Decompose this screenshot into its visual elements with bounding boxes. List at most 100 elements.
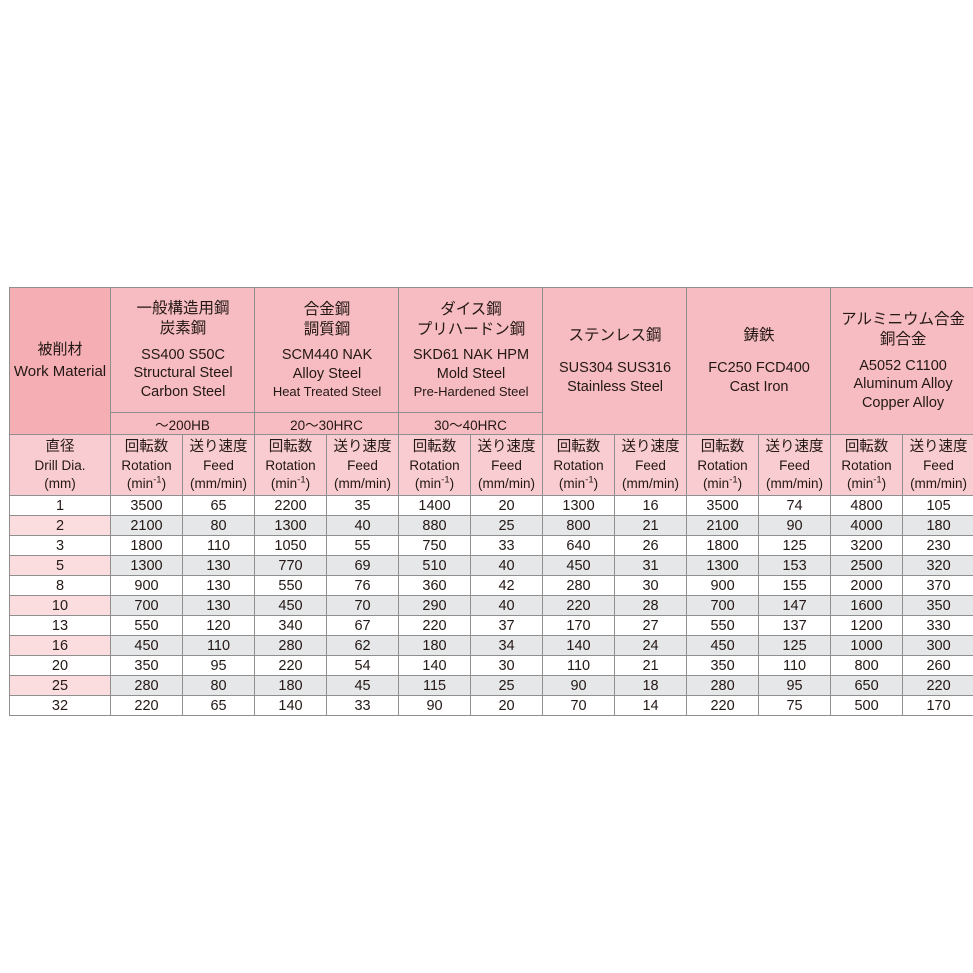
cell-rotation-structural: 900 (110, 575, 183, 596)
cell-rotation-structural: 2100 (110, 515, 183, 536)
rotation-unit: (min-1) (846, 474, 887, 491)
cell-rotation-cast-iron: 700 (686, 595, 760, 616)
cell-rotation-alloy: 550 (254, 575, 328, 596)
rotation-header-structural: 回転数 Rotation (min-1) (110, 434, 183, 496)
cell-drill-dia: 10 (9, 595, 111, 616)
group-en-line-3: Carbon Steel (140, 383, 226, 400)
rotation-label-jp: 回転数 (700, 438, 745, 455)
feed-header-cast-iron: 送り速度 Feed (mm/min) (758, 434, 832, 496)
cell-feed-aluminum: 180 (902, 515, 973, 536)
cell-rotation-alloy: 1050 (254, 535, 328, 556)
cell-feed-alloy: 67 (326, 615, 400, 636)
feed-label-jp: 送り速度 (765, 438, 824, 455)
cell-feed-structural: 95 (181, 655, 256, 676)
cell-feed-mold: 20 (470, 495, 544, 516)
cell-feed-mold: 33 (470, 535, 544, 556)
cell-drill-dia: 25 (9, 675, 111, 696)
group-jp-line-1: 鋳鉄 (743, 326, 775, 344)
cell-feed-structural: 110 (181, 535, 256, 556)
cell-feed-aluminum: 300 (902, 635, 973, 656)
cell-feed-structural: 130 (181, 575, 256, 596)
cell-feed-stainless: 27 (614, 615, 688, 636)
rotation-header-alloy: 回転数 Rotation (min-1) (254, 434, 328, 496)
group-header-alloy-steel: 合金鋼 調質鋼 SCM440 NAK Alloy Steel Heat Trea… (254, 287, 400, 413)
cell-feed-alloy: 55 (326, 535, 400, 556)
cell-feed-mold: 40 (470, 555, 544, 576)
cell-rotation-cast-iron: 1300 (686, 555, 760, 576)
cell-rotation-cast-iron: 3500 (686, 495, 760, 516)
cell-feed-mold: 25 (470, 515, 544, 536)
cell-feed-aluminum: 370 (902, 575, 973, 596)
cell-feed-structural: 130 (181, 595, 256, 616)
cell-feed-alloy: 76 (326, 575, 400, 596)
group-en-line-1: A5052 C1100 (859, 357, 947, 374)
hardness-mold-steel: 30～40HRC (398, 412, 544, 435)
table-row: 8 900 130 550 76 360 42 280 30 900 155 2000 370 (9, 575, 973, 596)
group-header-cast-iron: 鋳鉄 FC250 FCD400 Cast Iron (686, 287, 832, 435)
rotation-header-aluminum: 回転数 Rotation (min-1) (830, 434, 904, 496)
cell-rotation-mold: 90 (398, 695, 472, 716)
feed-label-en: Feed (779, 457, 810, 473)
group-en-line-2: Alloy Steel (292, 366, 362, 383)
cell-rotation-aluminum: 2500 (830, 555, 904, 576)
rotation-unit: (min-1) (270, 474, 311, 491)
cell-rotation-alloy: 2200 (254, 495, 328, 516)
cell-rotation-stainless: 220 (542, 595, 616, 616)
group-header-structural-steel: 一般構造用鋼 炭素鋼 SS400 S50C Structural Steel C… (109, 287, 256, 413)
cell-feed-stainless: 21 (614, 655, 688, 676)
cell-feed-cast-iron: 75 (758, 695, 832, 716)
feed-label-jp: 送り速度 (909, 438, 968, 455)
group-jp-line-1: 合金鋼 (303, 300, 351, 318)
cell-rotation-structural: 220 (110, 695, 183, 716)
table-row: 10 700 130 450 70 290 40 220 28 700 147 1600 350 (9, 595, 973, 616)
cell-feed-alloy: 69 (326, 555, 400, 576)
table-row: 13 550 120 340 67 220 37 170 27 550 137 1200 330 (9, 615, 973, 636)
cell-feed-stainless: 16 (614, 495, 688, 516)
cell-feed-stainless: 18 (614, 675, 688, 696)
cell-rotation-stainless: 140 (542, 635, 616, 656)
rotation-label-jp: 回転数 (844, 438, 889, 455)
feed-label-en: Feed (923, 457, 954, 473)
rotation-label-jp: 回転数 (124, 438, 169, 455)
cell-feed-aluminum: 230 (902, 535, 973, 556)
cell-rotation-structural: 3500 (110, 495, 183, 516)
table-body: 1 3500 65 2200 35 1400 20 1300 16 3500 74 4800 105 2 2… (9, 495, 973, 716)
cell-rotation-structural: 550 (110, 615, 183, 636)
feed-header-mold: 送り速度 Feed (mm/min) (470, 434, 544, 496)
cell-feed-cast-iron: 155 (758, 575, 832, 596)
drill-dia-label-jp: 直径 (45, 438, 75, 455)
hardness-structural-steel: ～200HB (109, 412, 256, 435)
rotation-label-jp: 回転数 (268, 438, 313, 455)
cell-rotation-aluminum: 800 (830, 655, 904, 676)
column-header-row: 直径 Drill Dia. (mm) 回転数 Rotation (min-1) … (9, 434, 973, 496)
drill-dia-label-en: Drill Dia. (34, 457, 86, 473)
cell-rotation-alloy: 180 (254, 675, 328, 696)
cell-rotation-alloy: 140 (254, 695, 328, 716)
group-jp-line-2: 調質鋼 (303, 320, 351, 338)
cell-feed-structural: 65 (181, 495, 256, 516)
cell-rotation-mold: 750 (398, 535, 472, 556)
cell-rotation-alloy: 770 (254, 555, 328, 576)
cell-rotation-alloy: 1300 (254, 515, 328, 536)
cell-rotation-stainless: 1300 (542, 495, 616, 516)
feed-label-jp: 送り速度 (621, 438, 680, 455)
rotation-label-jp: 回転数 (556, 438, 601, 455)
cell-feed-aluminum: 220 (902, 675, 973, 696)
feed-unit: (mm/min) (910, 475, 968, 491)
cell-rotation-aluminum: 1600 (830, 595, 904, 616)
group-en-line-2: Mold Steel (436, 366, 506, 383)
cell-feed-mold: 30 (470, 655, 544, 676)
cell-feed-alloy: 54 (326, 655, 400, 676)
cell-rotation-aluminum: 500 (830, 695, 904, 716)
cell-feed-cast-iron: 95 (758, 675, 832, 696)
group-jp-line-1: ダイス鋼 (440, 300, 502, 318)
feed-header-alloy: 送り速度 Feed (mm/min) (326, 434, 400, 496)
group-header-stainless-steel: ステンレス鋼 SUS304 SUS316 Stainless Steel (542, 287, 688, 435)
cell-rotation-stainless: 280 (542, 575, 616, 596)
cell-feed-cast-iron: 137 (758, 615, 832, 636)
cell-rotation-mold: 180 (398, 635, 472, 656)
group-header-aluminum-copper-alloy: アルミニウム合金 銅合金 A5052 C1100 Aluminum Alloy … (830, 287, 973, 435)
cell-rotation-stainless: 640 (542, 535, 616, 556)
cell-rotation-cast-iron: 220 (686, 695, 760, 716)
cell-rotation-stainless: 90 (542, 675, 616, 696)
